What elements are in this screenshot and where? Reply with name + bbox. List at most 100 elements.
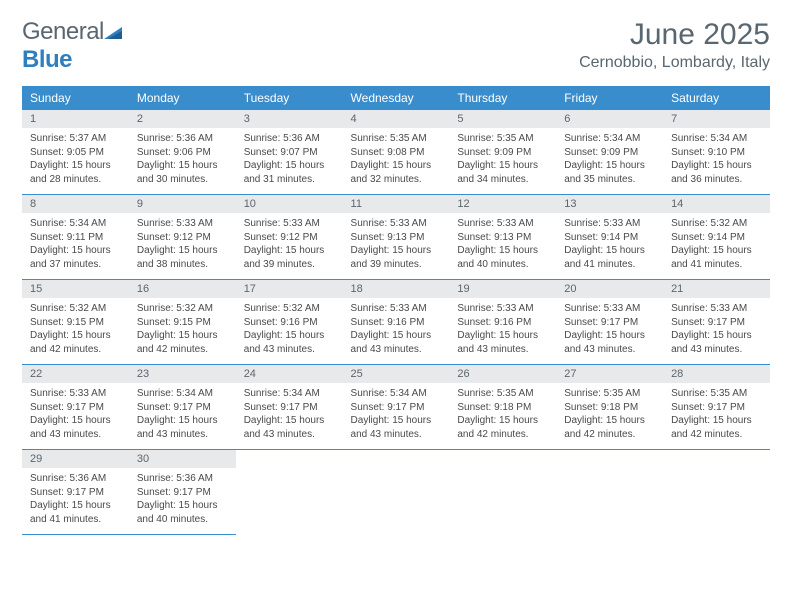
sunset-text: Sunset: 9:15 PM bbox=[30, 316, 121, 330]
day-cell: 3Sunrise: 5:36 AMSunset: 9:07 PMDaylight… bbox=[236, 110, 343, 195]
day-info: Sunrise: 5:33 AMSunset: 9:12 PMDaylight:… bbox=[236, 213, 343, 279]
sunset-text: Sunset: 9:14 PM bbox=[671, 231, 762, 245]
sunset-text: Sunset: 9:14 PM bbox=[564, 231, 655, 245]
sunrise-text: Sunrise: 5:34 AM bbox=[671, 132, 762, 146]
dayhead-wednesday: Wednesday bbox=[343, 86, 450, 110]
location: Cernobbio, Lombardy, Italy bbox=[579, 54, 770, 72]
day-cell: 14Sunrise: 5:32 AMSunset: 9:14 PMDayligh… bbox=[663, 195, 770, 280]
day-number: 23 bbox=[129, 365, 236, 383]
day-cell: 24Sunrise: 5:34 AMSunset: 9:17 PMDayligh… bbox=[236, 365, 343, 450]
week-row: 8Sunrise: 5:34 AMSunset: 9:11 PMDaylight… bbox=[22, 195, 770, 280]
sunrise-text: Sunrise: 5:36 AM bbox=[30, 472, 121, 486]
week-row: 15Sunrise: 5:32 AMSunset: 9:15 PMDayligh… bbox=[22, 280, 770, 365]
day-info: Sunrise: 5:33 AMSunset: 9:13 PMDaylight:… bbox=[343, 213, 450, 279]
sunset-text: Sunset: 9:17 PM bbox=[671, 401, 762, 415]
daylight-text: Daylight: 15 hours and 35 minutes. bbox=[564, 159, 655, 186]
daylight-text: Daylight: 15 hours and 43 minutes. bbox=[564, 329, 655, 356]
sunrise-text: Sunrise: 5:33 AM bbox=[564, 302, 655, 316]
sunrise-text: Sunrise: 5:33 AM bbox=[671, 302, 762, 316]
day-number: 13 bbox=[556, 195, 663, 213]
week-row: 22Sunrise: 5:33 AMSunset: 9:17 PMDayligh… bbox=[22, 365, 770, 450]
sunset-text: Sunset: 9:18 PM bbox=[564, 401, 655, 415]
sunset-text: Sunset: 9:17 PM bbox=[30, 486, 121, 500]
sunrise-text: Sunrise: 5:33 AM bbox=[30, 387, 121, 401]
sunrise-text: Sunrise: 5:34 AM bbox=[244, 387, 335, 401]
daylight-text: Daylight: 15 hours and 43 minutes. bbox=[671, 329, 762, 356]
day-cell: 13Sunrise: 5:33 AMSunset: 9:14 PMDayligh… bbox=[556, 195, 663, 280]
sunset-text: Sunset: 9:07 PM bbox=[244, 146, 335, 160]
sunset-text: Sunset: 9:08 PM bbox=[351, 146, 442, 160]
day-number: 2 bbox=[129, 110, 236, 128]
logo-text-general: General bbox=[22, 18, 104, 45]
dayhead-sunday: Sunday bbox=[22, 86, 129, 110]
day-number: 5 bbox=[449, 110, 556, 128]
daylight-text: Daylight: 15 hours and 34 minutes. bbox=[457, 159, 548, 186]
day-info: Sunrise: 5:37 AMSunset: 9:05 PMDaylight:… bbox=[22, 128, 129, 194]
day-cell bbox=[343, 450, 450, 535]
dayhead-row: Sunday Monday Tuesday Wednesday Thursday… bbox=[22, 86, 770, 110]
day-cell: 28Sunrise: 5:35 AMSunset: 9:17 PMDayligh… bbox=[663, 365, 770, 450]
day-info: Sunrise: 5:33 AMSunset: 9:14 PMDaylight:… bbox=[556, 213, 663, 279]
day-number: 6 bbox=[556, 110, 663, 128]
sunrise-text: Sunrise: 5:33 AM bbox=[137, 217, 228, 231]
dayhead-tuesday: Tuesday bbox=[236, 86, 343, 110]
day-cell: 8Sunrise: 5:34 AMSunset: 9:11 PMDaylight… bbox=[22, 195, 129, 280]
sunset-text: Sunset: 9:16 PM bbox=[351, 316, 442, 330]
sunset-text: Sunset: 9:15 PM bbox=[137, 316, 228, 330]
sunrise-text: Sunrise: 5:32 AM bbox=[137, 302, 228, 316]
day-number: 1 bbox=[22, 110, 129, 128]
sunset-text: Sunset: 9:18 PM bbox=[457, 401, 548, 415]
daylight-text: Daylight: 15 hours and 42 minutes. bbox=[137, 329, 228, 356]
day-number: 29 bbox=[22, 450, 129, 468]
daylight-text: Daylight: 15 hours and 40 minutes. bbox=[457, 244, 548, 271]
daylight-text: Daylight: 15 hours and 38 minutes. bbox=[137, 244, 228, 271]
sunrise-text: Sunrise: 5:34 AM bbox=[137, 387, 228, 401]
logo-text-blue: Blue bbox=[22, 46, 72, 73]
sunrise-text: Sunrise: 5:33 AM bbox=[564, 217, 655, 231]
day-cell: 20Sunrise: 5:33 AMSunset: 9:17 PMDayligh… bbox=[556, 280, 663, 365]
day-cell: 17Sunrise: 5:32 AMSunset: 9:16 PMDayligh… bbox=[236, 280, 343, 365]
day-cell bbox=[449, 450, 556, 535]
day-cell: 23Sunrise: 5:34 AMSunset: 9:17 PMDayligh… bbox=[129, 365, 236, 450]
daylight-text: Daylight: 15 hours and 40 minutes. bbox=[137, 499, 228, 526]
daylight-text: Daylight: 15 hours and 43 minutes. bbox=[137, 414, 228, 441]
day-cell: 27Sunrise: 5:35 AMSunset: 9:18 PMDayligh… bbox=[556, 365, 663, 450]
day-info: Sunrise: 5:36 AMSunset: 9:17 PMDaylight:… bbox=[22, 468, 129, 534]
sunrise-text: Sunrise: 5:33 AM bbox=[351, 302, 442, 316]
day-cell: 1Sunrise: 5:37 AMSunset: 9:05 PMDaylight… bbox=[22, 110, 129, 195]
daylight-text: Daylight: 15 hours and 28 minutes. bbox=[30, 159, 121, 186]
sunset-text: Sunset: 9:05 PM bbox=[30, 146, 121, 160]
day-cell: 7Sunrise: 5:34 AMSunset: 9:10 PMDaylight… bbox=[663, 110, 770, 195]
day-cell: 18Sunrise: 5:33 AMSunset: 9:16 PMDayligh… bbox=[343, 280, 450, 365]
daylight-text: Daylight: 15 hours and 43 minutes. bbox=[351, 414, 442, 441]
sunrise-text: Sunrise: 5:36 AM bbox=[137, 472, 228, 486]
day-cell: 10Sunrise: 5:33 AMSunset: 9:12 PMDayligh… bbox=[236, 195, 343, 280]
sunrise-text: Sunrise: 5:32 AM bbox=[30, 302, 121, 316]
day-number: 20 bbox=[556, 280, 663, 298]
day-cell: 30Sunrise: 5:36 AMSunset: 9:17 PMDayligh… bbox=[129, 450, 236, 535]
sunrise-text: Sunrise: 5:34 AM bbox=[351, 387, 442, 401]
day-cell: 11Sunrise: 5:33 AMSunset: 9:13 PMDayligh… bbox=[343, 195, 450, 280]
day-cell: 29Sunrise: 5:36 AMSunset: 9:17 PMDayligh… bbox=[22, 450, 129, 535]
logo-triangle-icon bbox=[104, 25, 124, 39]
sunset-text: Sunset: 9:17 PM bbox=[564, 316, 655, 330]
daylight-text: Daylight: 15 hours and 37 minutes. bbox=[30, 244, 121, 271]
daylight-text: Daylight: 15 hours and 41 minutes. bbox=[30, 499, 121, 526]
day-info: Sunrise: 5:33 AMSunset: 9:16 PMDaylight:… bbox=[449, 298, 556, 364]
day-number: 9 bbox=[129, 195, 236, 213]
daylight-text: Daylight: 15 hours and 41 minutes. bbox=[564, 244, 655, 271]
day-number: 7 bbox=[663, 110, 770, 128]
day-number: 28 bbox=[663, 365, 770, 383]
day-info: Sunrise: 5:33 AMSunset: 9:17 PMDaylight:… bbox=[556, 298, 663, 364]
sunset-text: Sunset: 9:13 PM bbox=[351, 231, 442, 245]
day-number: 11 bbox=[343, 195, 450, 213]
day-info: Sunrise: 5:35 AMSunset: 9:18 PMDaylight:… bbox=[449, 383, 556, 449]
dayhead-friday: Friday bbox=[556, 86, 663, 110]
day-cell: 25Sunrise: 5:34 AMSunset: 9:17 PMDayligh… bbox=[343, 365, 450, 450]
day-cell: 4Sunrise: 5:35 AMSunset: 9:08 PMDaylight… bbox=[343, 110, 450, 195]
sunset-text: Sunset: 9:06 PM bbox=[137, 146, 228, 160]
day-info: Sunrise: 5:33 AMSunset: 9:17 PMDaylight:… bbox=[22, 383, 129, 449]
sunrise-text: Sunrise: 5:32 AM bbox=[671, 217, 762, 231]
sunrise-text: Sunrise: 5:35 AM bbox=[351, 132, 442, 146]
daylight-text: Daylight: 15 hours and 36 minutes. bbox=[671, 159, 762, 186]
